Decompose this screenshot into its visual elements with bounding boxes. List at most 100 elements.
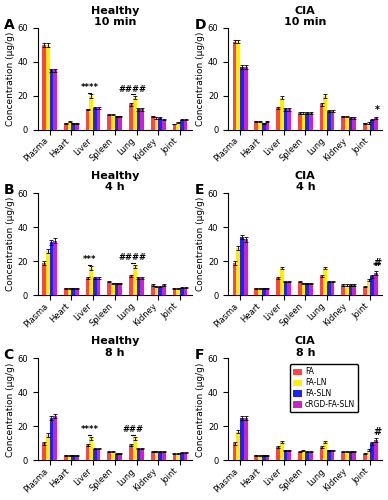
Legend: FA, FA-LN, FA-SLN, cRGD-FA-SLN: FA, FA-LN, FA-SLN, cRGD-FA-SLN (289, 364, 358, 412)
Bar (162, 285, 166, 295)
Bar (287, 110, 291, 130)
Bar (265, 122, 269, 130)
Bar (287, 450, 291, 460)
Bar (371, 120, 374, 130)
Bar (233, 263, 236, 295)
Bar (158, 286, 162, 295)
Bar (93, 278, 97, 295)
Bar (46, 435, 50, 460)
Bar (244, 67, 248, 130)
Bar (331, 450, 334, 460)
Bar (151, 116, 154, 130)
Bar (158, 452, 162, 460)
Bar (129, 445, 133, 460)
Bar (280, 268, 284, 295)
Bar (363, 286, 367, 295)
Bar (301, 284, 305, 295)
Bar (305, 113, 309, 130)
Bar (89, 268, 93, 295)
Bar (151, 285, 154, 295)
Bar (331, 111, 334, 130)
Bar (111, 284, 115, 295)
Bar (305, 284, 309, 295)
Text: B: B (4, 183, 14, 197)
Title: Healthy
8 h: Healthy 8 h (91, 336, 139, 357)
Bar (115, 284, 118, 295)
Bar (244, 418, 248, 461)
Bar (323, 268, 327, 295)
Bar (137, 278, 140, 295)
Bar (50, 70, 53, 130)
Bar (349, 452, 352, 460)
Y-axis label: Concentration (μg/g): Concentration (μg/g) (196, 197, 205, 292)
Bar (107, 114, 111, 130)
Bar (262, 456, 265, 460)
Bar (233, 444, 236, 460)
Bar (345, 285, 349, 295)
Bar (374, 273, 378, 295)
Bar (262, 123, 265, 130)
Bar (97, 278, 100, 295)
Text: E: E (194, 183, 204, 197)
Bar (352, 452, 356, 460)
Bar (240, 418, 244, 461)
Bar (236, 432, 240, 460)
Bar (42, 444, 46, 460)
Bar (349, 285, 352, 295)
Bar (233, 42, 236, 130)
Bar (107, 282, 111, 295)
Bar (68, 288, 71, 295)
Bar (173, 124, 176, 130)
Bar (75, 456, 79, 460)
Bar (284, 282, 287, 295)
Bar (276, 278, 280, 295)
Text: ####: #### (119, 84, 147, 94)
Bar (140, 110, 144, 130)
Bar (255, 122, 258, 130)
Bar (176, 288, 180, 295)
Bar (173, 454, 176, 460)
Bar (97, 108, 100, 130)
Bar (173, 288, 176, 295)
Bar (53, 70, 57, 130)
Bar (320, 276, 323, 295)
Bar (298, 113, 301, 130)
Bar (367, 450, 371, 460)
Bar (301, 450, 305, 460)
Bar (280, 98, 284, 130)
Bar (180, 453, 184, 460)
Bar (298, 282, 301, 295)
Bar (352, 285, 356, 295)
Bar (86, 445, 89, 460)
Bar (64, 456, 68, 460)
Bar (236, 42, 240, 130)
Text: #: # (373, 258, 381, 268)
Title: CIA
4 h: CIA 4 h (295, 171, 316, 192)
Bar (133, 98, 137, 130)
Bar (64, 123, 68, 130)
Bar (89, 438, 93, 460)
Bar (374, 118, 378, 130)
Bar (276, 108, 280, 130)
Text: ***: *** (83, 255, 96, 264)
Y-axis label: Concentration (μg/g): Concentration (μg/g) (196, 32, 205, 126)
Bar (154, 118, 158, 130)
Bar (367, 123, 371, 130)
Bar (86, 278, 89, 295)
Bar (93, 448, 97, 460)
Bar (86, 110, 89, 130)
Bar (258, 456, 262, 460)
Bar (97, 448, 100, 460)
Bar (341, 452, 345, 460)
Bar (258, 122, 262, 130)
Bar (262, 288, 265, 295)
Bar (154, 452, 158, 460)
Bar (50, 242, 53, 295)
Bar (327, 450, 331, 460)
Bar (327, 111, 331, 130)
Bar (184, 288, 187, 295)
Bar (236, 248, 240, 295)
Bar (309, 284, 313, 295)
Bar (255, 288, 258, 295)
Bar (68, 456, 71, 460)
